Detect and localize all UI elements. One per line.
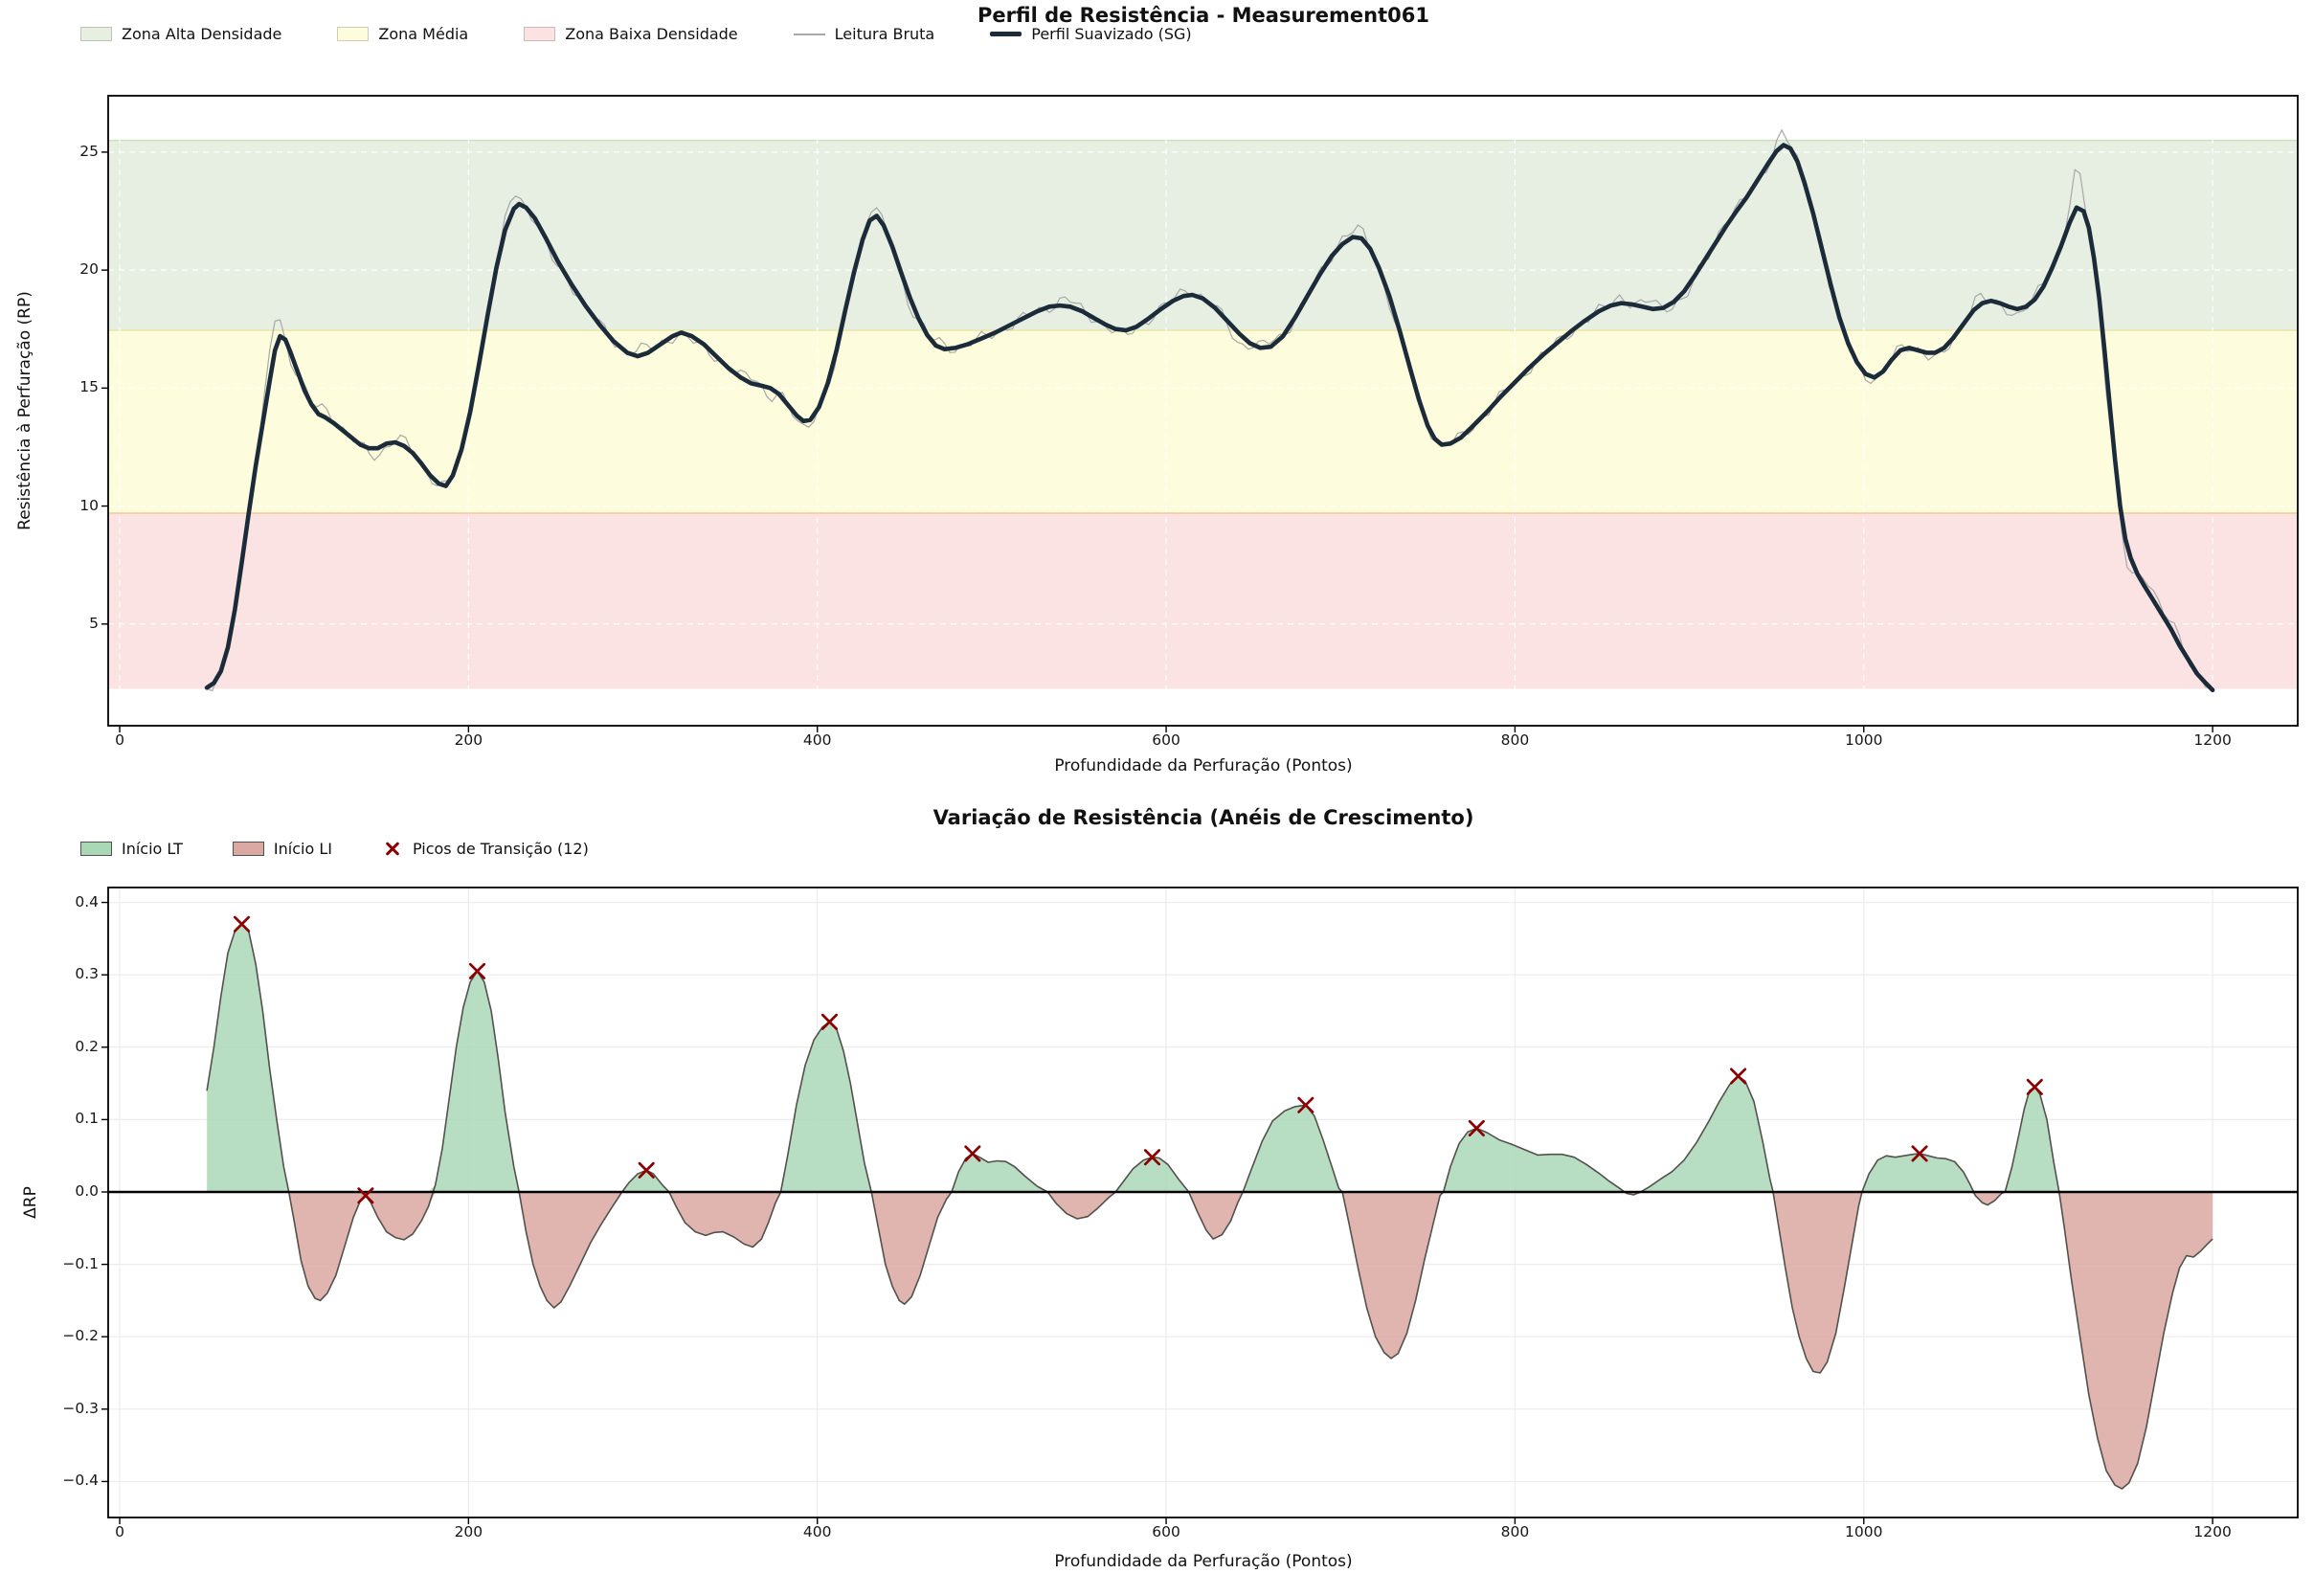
tick-label: 400 <box>802 731 832 749</box>
tick-label: 400 <box>802 1523 832 1540</box>
legend-label: Zona Média <box>378 25 469 43</box>
legend-item-zona-alta: Zona Alta Densidade <box>80 25 281 43</box>
peak-marker <box>1143 1149 1161 1166</box>
legend-item-perfil-suavizado: Perfil Suavizado (SG) <box>990 25 1192 43</box>
tick-label: 600 <box>1152 1523 1180 1540</box>
tick-label: 1000 <box>1845 1523 1883 1540</box>
tick-label: 200 <box>454 731 483 749</box>
perfil-suavizado-line-icon <box>990 32 1022 36</box>
delta-area-negative <box>207 1192 2213 1489</box>
zone-band-1 <box>108 329 2298 513</box>
top-x-axis-label: Profundidade da Perfuração (Pontos) <box>1054 756 1353 776</box>
peak-marker <box>1297 1096 1314 1113</box>
peak-marker <box>1468 1119 1485 1137</box>
zone-band-0 <box>108 140 2298 330</box>
legend-item-picos-transicao: Picos de Transição (12) <box>382 838 589 859</box>
tick-label: 0.1 <box>75 1110 99 1128</box>
peak-marker <box>468 962 486 979</box>
top-plot-border <box>107 95 2299 727</box>
tick-label: −0.2 <box>62 1327 99 1345</box>
peak-marker <box>638 1161 655 1179</box>
legend-item-zona-baixa: Zona Baixa Densidade <box>524 25 738 43</box>
legend-item-inicio-lt: Início LT <box>80 840 183 858</box>
bottom-chart-title: Variação de Resistência (Anéis de Cresci… <box>932 806 1474 829</box>
legend-label: Início LT <box>122 839 183 858</box>
tick-label: 200 <box>454 1523 483 1540</box>
tick-label: 20 <box>79 260 99 279</box>
legend-label: Zona Baixa Densidade <box>565 25 738 43</box>
delta-line <box>206 923 2213 1490</box>
legend-label: Picos de Transição (12) <box>412 839 589 858</box>
peak-marker <box>1730 1068 1747 1085</box>
tick-label: 0.2 <box>75 1037 99 1055</box>
zona-baixa-swatch-icon <box>524 27 556 41</box>
tick-label: 0.4 <box>75 892 99 910</box>
tick-label: 0 <box>115 731 124 749</box>
bottom-chart-legend: Início LT Início LI Picos de Transição (… <box>80 838 589 859</box>
zona-media-swatch-icon <box>337 27 370 41</box>
inicio-lt-swatch-icon <box>80 841 112 856</box>
peak-marker <box>2026 1078 2043 1095</box>
zone-band-2 <box>108 512 2298 689</box>
legend-label: Início LI <box>273 839 332 858</box>
tick-label: 1000 <box>1845 731 1883 749</box>
peak-marker <box>964 1145 981 1162</box>
tick-label: 600 <box>1152 731 1180 749</box>
zona-alta-swatch-icon <box>80 27 112 41</box>
tick-label: 0.3 <box>75 965 99 983</box>
tick-label: −0.3 <box>62 1399 99 1417</box>
legend-item-inicio-li: Início LI <box>232 839 332 858</box>
tick-label: 1200 <box>2193 731 2232 749</box>
tick-label: 5 <box>89 614 99 632</box>
peak-marker <box>820 1013 839 1030</box>
legend-item-leitura-bruta: Leitura Bruta <box>793 25 935 43</box>
tick-label: −0.4 <box>62 1472 99 1490</box>
tick-label: −0.1 <box>62 1254 99 1272</box>
peak-marker <box>233 915 251 933</box>
top-chart-title: Perfil de Resistência - Measurement061 <box>977 4 1429 27</box>
tick-label: 1200 <box>2193 1523 2232 1540</box>
legend-label: Perfil Suavizado (SG) <box>1031 25 1192 43</box>
x-marker-icon <box>382 838 403 859</box>
bottom-x-axis-label: Profundidade da Perfuração (Pontos) <box>1054 1552 1353 1571</box>
smoothed-line <box>204 143 2215 693</box>
delta-area-positive <box>207 924 2213 1192</box>
tick-label: 15 <box>79 378 99 396</box>
tick-label: 10 <box>79 496 99 514</box>
tick-label: 0.0 <box>75 1181 99 1200</box>
tick-label: 800 <box>1500 1523 1530 1540</box>
legend-label: Zona Alta Densidade <box>122 25 282 43</box>
inicio-li-swatch-icon <box>232 841 264 856</box>
legend-label: Leitura Bruta <box>834 25 935 43</box>
peak-marker <box>1911 1145 1928 1162</box>
legend-item-zona-media: Zona Média <box>337 25 468 43</box>
tick-label: 800 <box>1500 731 1530 749</box>
leitura-bruta-line-icon <box>793 33 825 35</box>
tick-label: 25 <box>79 142 99 160</box>
peak-marker <box>357 1187 374 1204</box>
top-chart-legend: Zona Alta Densidade Zona Média Zona Baix… <box>80 25 1192 43</box>
bottom-plot-border <box>107 887 2299 1518</box>
top-y-axis-label: Resistência à Perfuração (RP) <box>15 291 34 530</box>
tick-label: 0 <box>115 1523 124 1540</box>
